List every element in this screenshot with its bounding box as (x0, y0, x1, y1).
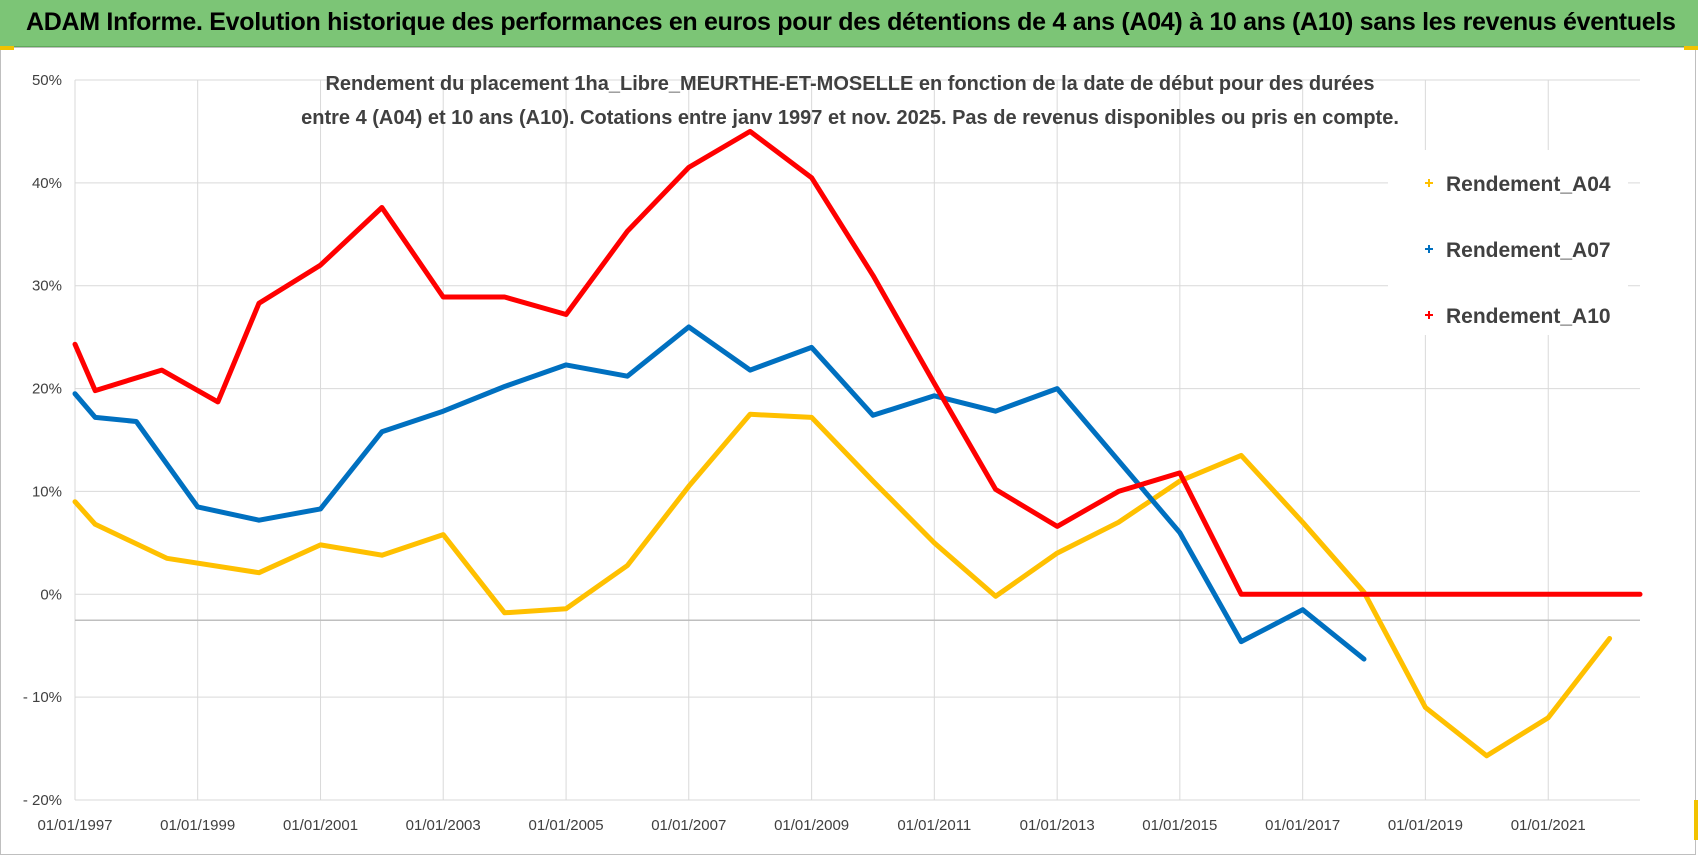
legend-label: Rendement_A07 (1446, 239, 1611, 262)
x-tick-label: 01/01/2019 (1388, 817, 1463, 834)
corner-mark-top-left (0, 46, 14, 50)
series-layer (72, 128, 1643, 759)
series-line-rendement_a10 (72, 128, 1643, 597)
y-tick-label: 10% (32, 483, 62, 500)
x-tick-label: 01/01/2015 (1142, 817, 1217, 834)
y-tick-label: - 10% (23, 689, 62, 706)
chart-title-line: entre 4 (A04) et 10 ans (A10). Cotations… (301, 107, 1399, 129)
x-tick-label: 01/01/2011 (897, 817, 971, 834)
legend: Rendement_A04 Rendement_A07 Rendement_A10 (1388, 150, 1628, 335)
chart-frame (0, 47, 1696, 855)
chart-title-line: Rendement du placement 1ha_Libre_MEURTHE… (325, 73, 1374, 95)
y-tick-label: 20% (32, 381, 62, 398)
corner-mark-top-right (1684, 46, 1698, 50)
x-tick-label: 01/01/2021 (1511, 817, 1586, 834)
x-tick-label: 01/01/2005 (529, 817, 604, 834)
corner-mark-right-bottom (1694, 800, 1698, 840)
chart-title: Rendement du placement 1ha_Libre_MEURTHE… (301, 73, 1399, 129)
x-tick-label: 01/01/1997 (37, 817, 112, 834)
series-line-rendement_a04 (72, 411, 1613, 759)
legend-label: Rendement_A04 (1446, 173, 1611, 196)
x-tick-label: 01/01/1999 (160, 817, 235, 834)
series-line-rendement_a07 (72, 324, 1367, 662)
x-tick-label: 01/01/2017 (1265, 817, 1340, 834)
legend-label: Rendement_A10 (1446, 305, 1611, 328)
axis-layer: - 20% - 10% 0% 10% 20% 30% 40% 50% 01/01/1997 01/… (23, 72, 1640, 834)
title-banner: ADAM Informe. Evolution historique des p… (0, 0, 1698, 47)
y-tick-label: 50% (32, 72, 62, 89)
y-tick-label: 30% (32, 278, 62, 295)
x-tick-label: 01/01/2009 (774, 817, 849, 834)
y-tick-label: 0% (40, 586, 62, 603)
x-tick-label: 01/01/2013 (1020, 817, 1095, 834)
x-tick-label: 01/01/2003 (406, 817, 481, 834)
y-tick-label: - 20% (23, 792, 62, 809)
y-tick-label: 40% (32, 175, 62, 192)
banner-title: ADAM Informe. Evolution historique des p… (26, 8, 1676, 36)
x-tick-label: 01/01/2007 (651, 817, 726, 834)
x-tick-label: 01/01/2001 (283, 817, 358, 834)
